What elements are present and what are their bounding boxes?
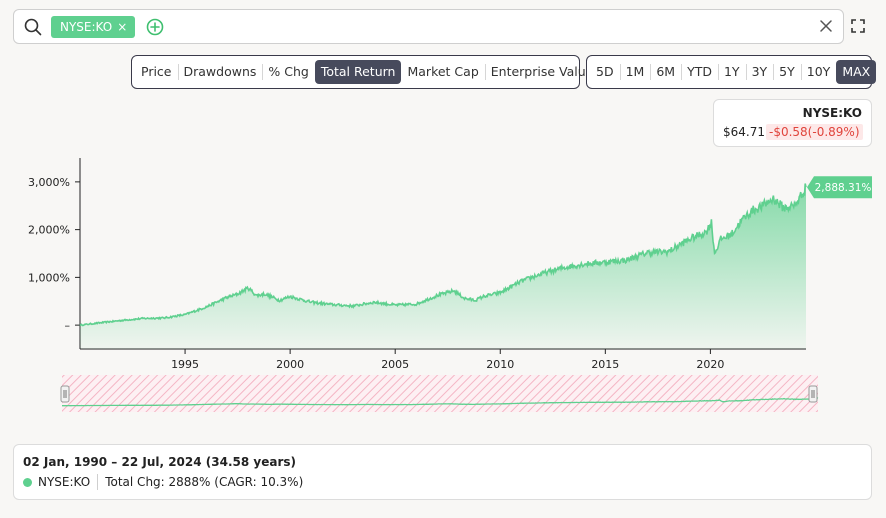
- tab-chg[interactable]: % Chg: [262, 60, 314, 84]
- tab-enterprise-value[interactable]: Enterprise Value: [484, 60, 600, 84]
- tab-drawdowns[interactable]: Drawdowns: [177, 60, 263, 84]
- navigator-handle-left[interactable]: [60, 385, 70, 403]
- y-tick-label: –: [65, 319, 71, 332]
- total-change: Total Chg: 2888% (CAGR: 10.3%): [105, 475, 304, 489]
- ticker-chip[interactable]: NYSE:KO ×: [51, 16, 136, 38]
- range-5y[interactable]: 5Y: [773, 60, 801, 84]
- range-5d[interactable]: 5D: [596, 64, 614, 79]
- quote-symbol: NYSE:KO: [802, 106, 862, 120]
- tab-price[interactable]: Price: [141, 64, 172, 79]
- summary-box: 02 Jan, 1990 – 22 Jul, 2024 (34.58 years…: [13, 444, 872, 500]
- fullscreen-icon[interactable]: [851, 19, 865, 33]
- y-tick-label: 3,000%: [28, 176, 70, 189]
- total-return-chart[interactable]: – 1,000% 2,000% 3,000% 1995 2000 2005 2010 2015 2…: [0, 150, 886, 420]
- ticker-chip-label: NYSE:KO: [60, 20, 113, 34]
- x-tick-label: 2010: [486, 358, 514, 371]
- legend-dot: [23, 477, 32, 487]
- x-tick-label: 2000: [276, 358, 304, 371]
- range-ytd[interactable]: YTD: [681, 60, 718, 84]
- tab-total-return[interactable]: Total Return: [314, 60, 402, 84]
- series-line: [79, 183, 807, 327]
- x-tick-label: 2020: [696, 358, 724, 371]
- summary-divider: [97, 474, 99, 490]
- x-tick-label: 2005: [381, 358, 409, 371]
- range-10y[interactable]: 10Y: [800, 60, 837, 84]
- add-ticker-icon[interactable]: [146, 18, 164, 36]
- y-tick-label: 1,000%: [28, 271, 70, 284]
- search-icon[interactable]: [24, 18, 42, 36]
- y-tick-label: 2,000%: [28, 224, 70, 237]
- search-bar[interactable]: NYSE:KO ×: [13, 9, 844, 44]
- quote-price: $64.71: [723, 125, 765, 139]
- date-range: 02 Jan, 1990 – 22 Jul, 2024 (34.58 years…: [23, 455, 297, 469]
- last-value-badge: [807, 176, 872, 199]
- navigator-series-line: [62, 397, 819, 407]
- range-6m[interactable]: 6M: [650, 60, 681, 84]
- summary-symbol: NYSE:KO: [38, 475, 91, 489]
- chip-close-icon[interactable]: ×: [117, 20, 128, 34]
- navigator-handle-right[interactable]: [808, 385, 818, 403]
- range-tabs: 5D 1M 6M YTD 1Y 3Y 5Y 10Y MAX: [586, 55, 877, 89]
- x-tick-label: 1995: [171, 358, 199, 371]
- range-3y[interactable]: 3Y: [745, 60, 774, 84]
- metric-tabs: Price Drawdowns% Chg Total Return Market Ca…: [131, 55, 593, 89]
- range-1m[interactable]: 1M: [619, 60, 651, 84]
- range-1y[interactable]: 1Y: [717, 60, 746, 84]
- quote-box: NYSE:KO $64.71 -$0.58(-0.89%): [713, 99, 872, 147]
- x-tick-label: 2015: [591, 358, 619, 371]
- range-max[interactable]: MAX: [836, 60, 877, 84]
- tab-market-cap[interactable]: Market Cap: [407, 64, 479, 79]
- quote-change: -$0.58(-0.89%): [766, 124, 863, 140]
- navigator-selection: [62, 375, 818, 412]
- series-area: [80, 183, 806, 349]
- summary-row: NYSE:KO Total Chg: 2888% (CAGR: 10.3%): [23, 474, 303, 490]
- last-value-label: 2,888.31%: [815, 182, 872, 194]
- clear-search-icon[interactable]: [819, 19, 833, 33]
